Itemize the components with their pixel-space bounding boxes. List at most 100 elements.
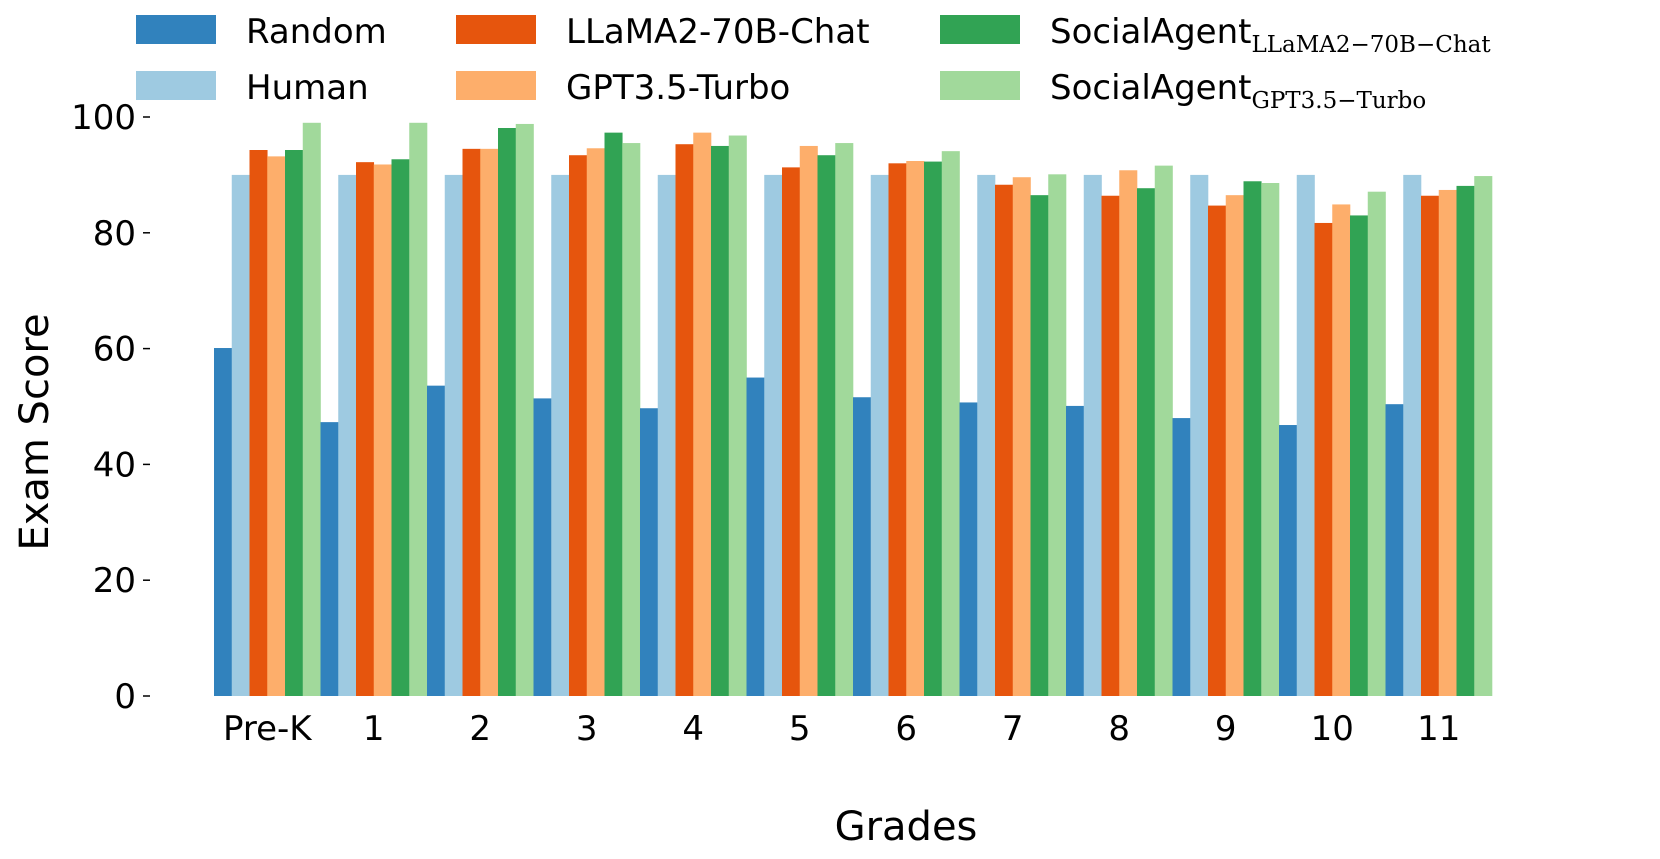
bar bbox=[1030, 195, 1049, 697]
x-axis: Pre-K 1 2 3 4 5 6 7 8 9 10 11 bbox=[223, 709, 1460, 749]
bar bbox=[817, 155, 836, 697]
legend: Random Human LLaMA2-70B-Chat GPT3.5-Turbo So… bbox=[136, 12, 1491, 114]
x-tick-label: 3 bbox=[576, 709, 598, 749]
bar bbox=[1350, 215, 1369, 696]
x-tick-label: 11 bbox=[1417, 709, 1460, 749]
y-axis: 0 20 40 60 80 100 bbox=[71, 98, 150, 717]
bar bbox=[1012, 177, 1031, 696]
bar bbox=[427, 385, 446, 696]
bar bbox=[409, 122, 428, 697]
bar bbox=[782, 167, 801, 697]
legend-swatch bbox=[456, 15, 536, 44]
bar bbox=[1456, 185, 1475, 696]
bar bbox=[1137, 188, 1156, 697]
legend-swatch bbox=[940, 15, 1020, 44]
bar bbox=[959, 402, 978, 696]
bar bbox=[1190, 174, 1209, 696]
bar bbox=[1296, 174, 1315, 696]
legend-swatch bbox=[456, 71, 536, 100]
bar bbox=[1279, 425, 1298, 696]
bar bbox=[1474, 176, 1493, 697]
legend-label: SocialAgentGPT3.5−Turbo bbox=[1050, 68, 1426, 114]
bar bbox=[515, 123, 534, 696]
bar bbox=[569, 155, 588, 697]
bar bbox=[214, 348, 233, 696]
bar bbox=[924, 161, 943, 696]
bar bbox=[906, 161, 925, 696]
bar bbox=[941, 151, 960, 696]
bar bbox=[835, 143, 854, 696]
bar bbox=[853, 397, 872, 696]
bar bbox=[1172, 418, 1191, 696]
legend-swatch bbox=[940, 71, 1020, 100]
y-tick-label: 80 bbox=[93, 214, 136, 254]
bar bbox=[267, 156, 286, 696]
y-tick-label: 40 bbox=[93, 445, 136, 485]
bar bbox=[977, 174, 996, 696]
legend-swatch bbox=[136, 71, 216, 100]
legend-label: LLaMA2-70B-Chat bbox=[566, 12, 870, 52]
bar bbox=[675, 144, 694, 696]
bar bbox=[1101, 195, 1120, 696]
bar bbox=[1438, 189, 1457, 697]
bar bbox=[551, 174, 570, 696]
x-tick-label: 6 bbox=[895, 709, 917, 749]
bar bbox=[995, 184, 1014, 697]
bar bbox=[1367, 191, 1386, 697]
legend-label: Human bbox=[246, 68, 369, 108]
bar bbox=[320, 422, 339, 696]
bar bbox=[1083, 174, 1102, 696]
bars bbox=[214, 122, 1493, 697]
bar bbox=[391, 159, 410, 697]
bar bbox=[1421, 195, 1440, 696]
y-axis-title: Exam Score bbox=[12, 313, 58, 550]
bar bbox=[657, 174, 676, 696]
y-tick-label: 60 bbox=[93, 330, 136, 370]
bar bbox=[799, 145, 818, 696]
bar bbox=[1066, 405, 1085, 696]
bar bbox=[249, 150, 268, 697]
legend-label-subscript: GPT3.5−Turbo bbox=[1251, 88, 1426, 114]
y-tick-label: 20 bbox=[93, 561, 136, 601]
bar bbox=[462, 148, 481, 697]
bar bbox=[1208, 205, 1227, 696]
bar bbox=[1403, 174, 1422, 696]
legend-swatch bbox=[136, 15, 216, 44]
x-tick-label: 4 bbox=[682, 709, 704, 749]
bar bbox=[1261, 183, 1280, 697]
bar bbox=[444, 174, 463, 696]
bar bbox=[1119, 170, 1138, 696]
y-tick-label: 100 bbox=[71, 98, 136, 138]
bar bbox=[285, 150, 304, 697]
bar bbox=[870, 174, 889, 696]
bar bbox=[1154, 165, 1173, 697]
bar bbox=[1314, 222, 1333, 696]
bar bbox=[1385, 404, 1404, 696]
bar bbox=[1332, 204, 1351, 696]
x-tick-label: Pre-K bbox=[223, 709, 313, 749]
bar bbox=[231, 174, 250, 696]
bar bbox=[764, 174, 783, 696]
bar bbox=[373, 164, 392, 696]
bar bbox=[604, 132, 623, 696]
bar bbox=[1243, 181, 1262, 697]
bar bbox=[480, 148, 499, 697]
x-tick-label: 10 bbox=[1311, 709, 1354, 749]
x-tick-label: 2 bbox=[469, 709, 491, 749]
bar bbox=[338, 174, 357, 696]
x-tick-label: 1 bbox=[363, 709, 385, 749]
bar bbox=[302, 122, 321, 697]
x-tick-label: 9 bbox=[1215, 709, 1237, 749]
bar bbox=[356, 162, 375, 697]
x-tick-label: 5 bbox=[789, 709, 811, 749]
bar bbox=[640, 408, 659, 696]
legend-label: SocialAgentLLaMA2−70B−Chat bbox=[1050, 12, 1491, 58]
bar bbox=[888, 163, 907, 696]
bar bbox=[1048, 174, 1067, 697]
x-axis-title: Grades bbox=[835, 804, 978, 850]
bar bbox=[533, 398, 552, 696]
bar bbox=[711, 145, 730, 696]
bar bbox=[693, 132, 712, 696]
legend-label-subscript: LLaMA2−70B−Chat bbox=[1251, 32, 1491, 58]
